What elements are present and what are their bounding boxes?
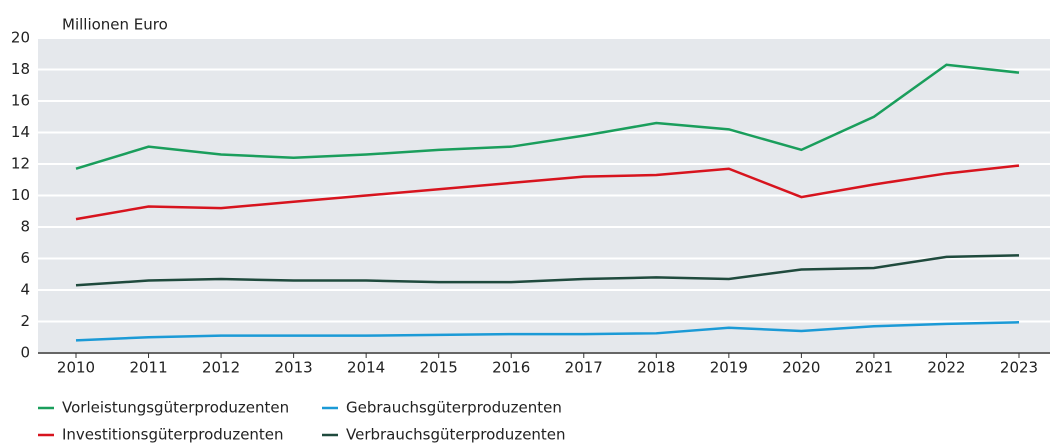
x-tick-label: 2014 [347, 359, 385, 377]
legend-label: Verbrauchsgüterproduzenten [346, 426, 566, 444]
x-tick-label: 2011 [129, 359, 167, 377]
series-line [75, 63, 1020, 170]
x-tick-label: 2018 [637, 359, 675, 377]
series-line [75, 164, 1020, 221]
legend-label: Investitionsgüterproduzenten [62, 426, 284, 444]
y-tick-label: 18 [11, 60, 30, 78]
legend-label: Gebrauchsgüterproduzenten [346, 399, 562, 417]
y-tick-label: 12 [11, 155, 30, 173]
x-tick-label: 2019 [710, 359, 748, 377]
x-tick-label: 2016 [492, 359, 530, 377]
x-tick-label: 2013 [275, 359, 313, 377]
y-tick-label: 2 [20, 312, 30, 330]
y-tick-label: 0 [20, 344, 30, 362]
y-tick-label: 4 [20, 281, 30, 299]
series-line [75, 254, 1020, 287]
x-tick-label: 2020 [782, 359, 820, 377]
x-tick-label: 2021 [855, 359, 893, 377]
x-tick-label: 2023 [1000, 359, 1038, 377]
y-tick-label: 20 [11, 29, 30, 47]
x-tick-label: 2012 [202, 359, 240, 377]
series-line [75, 321, 1020, 342]
x-tick-label: 2015 [420, 359, 458, 377]
x-tick-label: 2017 [565, 359, 603, 377]
y-axis-label: Millionen Euro [62, 16, 168, 34]
x-tick-label: 2010 [57, 359, 95, 377]
y-tick-label: 16 [11, 92, 30, 110]
y-tick-label: 10 [11, 186, 30, 204]
y-tick-label: 8 [20, 218, 30, 236]
x-tick-label: 2022 [927, 359, 965, 377]
legend-label: Vorleistungsgüterproduzenten [62, 399, 289, 417]
y-tick-label: 14 [11, 123, 30, 141]
y-tick-label: 6 [20, 249, 30, 267]
